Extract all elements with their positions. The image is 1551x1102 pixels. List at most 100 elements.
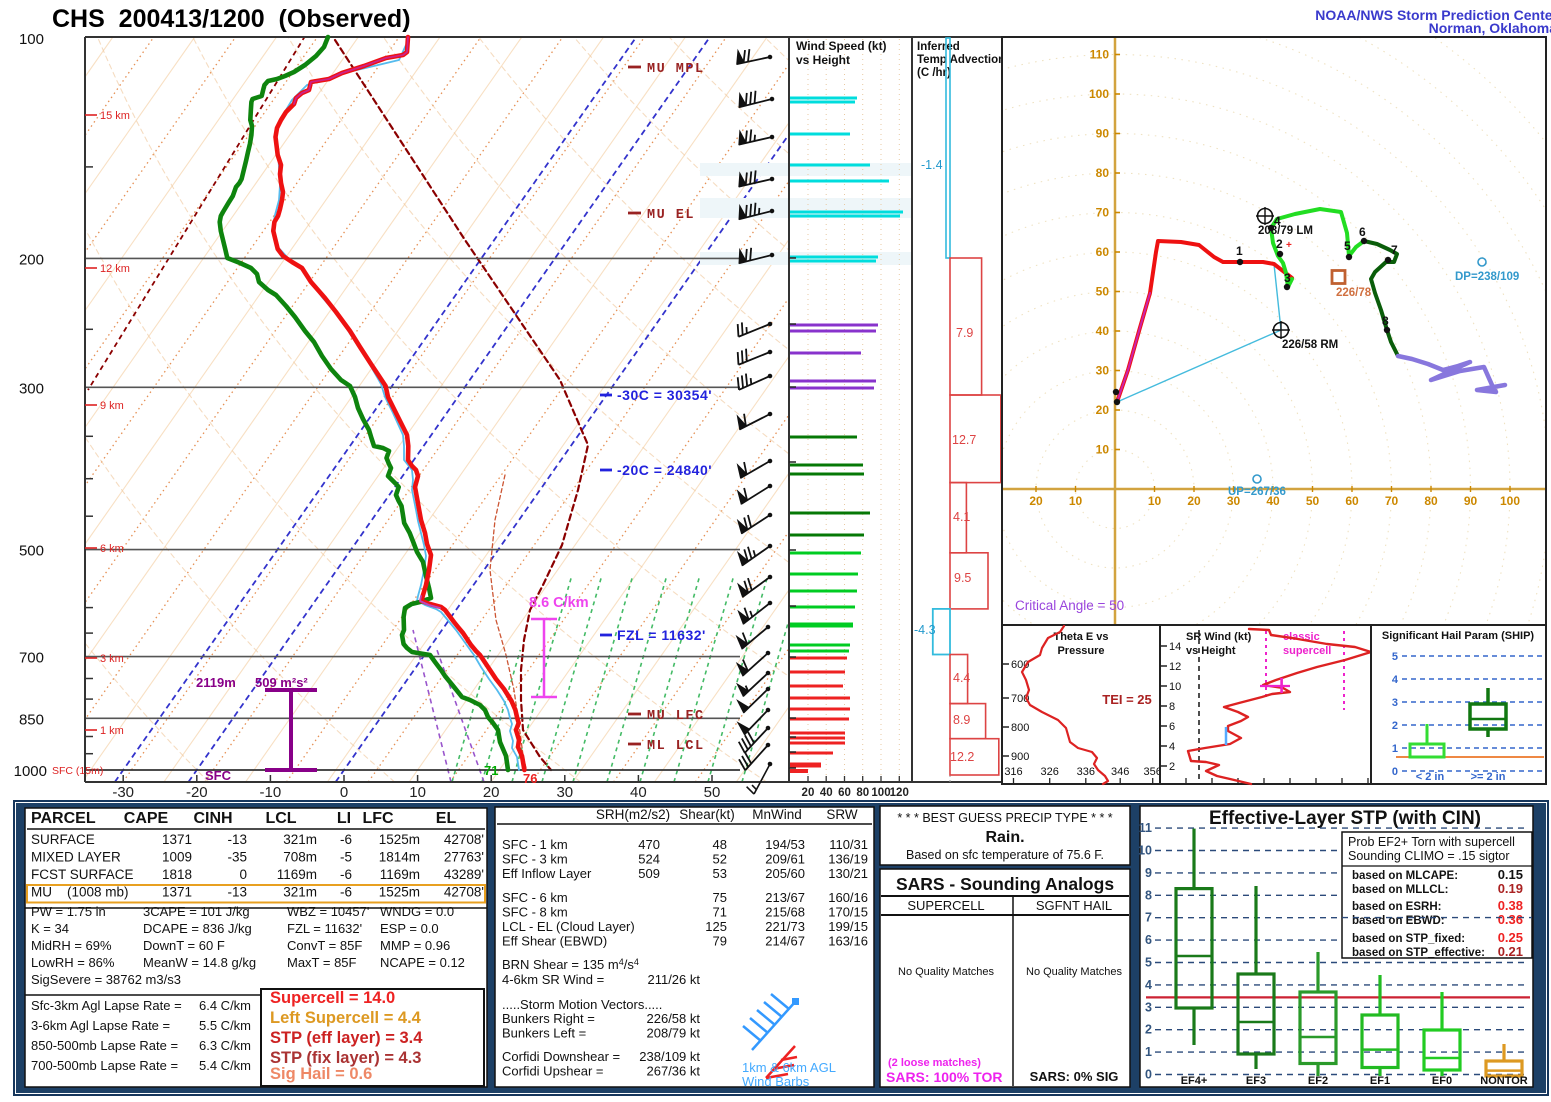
svg-text:Temp Advection: Temp Advection bbox=[917, 54, 1005, 66]
svg-text:Eff Inflow Layer: Eff Inflow Layer bbox=[502, 866, 592, 881]
svg-text:5: 5 bbox=[1344, 239, 1351, 253]
svg-text:LowRH = 86%: LowRH = 86% bbox=[31, 955, 115, 970]
svg-text:WBZ = 10457': WBZ = 10457' bbox=[287, 904, 369, 919]
svg-text:42708': 42708' bbox=[444, 832, 484, 847]
svg-text:3: 3 bbox=[1145, 1000, 1152, 1014]
svg-text:346: 346 bbox=[1111, 766, 1129, 778]
svg-text:0.15: 0.15 bbox=[1498, 867, 1523, 882]
svg-text:75: 75 bbox=[713, 890, 727, 905]
svg-text:226/58 RM: 226/58 RM bbox=[1282, 339, 1338, 351]
svg-text:NONTOR: NONTOR bbox=[1480, 1075, 1528, 1087]
svg-text:CINH: CINH bbox=[193, 810, 232, 827]
svg-text:MMP = 0.96: MMP = 0.96 bbox=[380, 938, 450, 953]
svg-text:MU LFC: MU LFC bbox=[647, 709, 705, 724]
svg-text:43289': 43289' bbox=[444, 867, 484, 882]
svg-text:48: 48 bbox=[713, 837, 727, 852]
svg-text:215/68: 215/68 bbox=[765, 905, 805, 920]
svg-text:15 km: 15 km bbox=[100, 110, 130, 122]
svg-text:90: 90 bbox=[1096, 127, 1110, 141]
svg-text:TEI = 25: TEI = 25 bbox=[1102, 692, 1152, 707]
svg-text:321m: 321m bbox=[283, 885, 317, 900]
svg-text:Left Supercell = 4.4: Left Supercell = 4.4 bbox=[270, 1009, 422, 1027]
svg-text:30: 30 bbox=[1096, 364, 1110, 378]
svg-text:1000: 1000 bbox=[14, 763, 47, 780]
svg-text:20: 20 bbox=[1187, 494, 1201, 508]
svg-text:700: 700 bbox=[19, 650, 44, 667]
svg-text:Eff Shear (EBWD): Eff Shear (EBWD) bbox=[502, 934, 607, 949]
svg-text:EF2: EF2 bbox=[1308, 1075, 1328, 1087]
svg-text:PW = 1.75 in: PW = 1.75 in bbox=[31, 904, 106, 919]
svg-text:based on STP_fixed:: based on STP_fixed: bbox=[1352, 933, 1465, 945]
svg-text:-30: -30 bbox=[112, 784, 134, 801]
svg-text:7: 7 bbox=[1391, 243, 1398, 257]
svg-text:0.38: 0.38 bbox=[1498, 898, 1523, 913]
svg-text:LFC: LFC bbox=[362, 810, 394, 827]
svg-text:226/78: 226/78 bbox=[1336, 287, 1372, 299]
svg-text:27763': 27763' bbox=[444, 850, 484, 865]
svg-text:ML LCL: ML LCL bbox=[647, 739, 705, 754]
svg-text:0.36: 0.36 bbox=[1498, 912, 1523, 927]
svg-text:5.4 C/km: 5.4 C/km bbox=[199, 1058, 251, 1073]
svg-text:Pressure: Pressure bbox=[1057, 645, 1104, 657]
svg-text:>= 2 in: >= 2 in bbox=[1471, 771, 1506, 783]
svg-text:160/16: 160/16 bbox=[828, 890, 868, 905]
svg-text:50: 50 bbox=[1096, 285, 1110, 299]
svg-text:70: 70 bbox=[1385, 494, 1399, 508]
svg-text:Supercell = 14.0: Supercell = 14.0 bbox=[270, 989, 395, 1007]
svg-text:10: 10 bbox=[1096, 443, 1110, 457]
svg-text:90: 90 bbox=[1464, 494, 1478, 508]
svg-text:SFC: SFC bbox=[205, 768, 232, 783]
svg-text:PARCEL: PARCEL bbox=[31, 810, 96, 827]
svg-text:40: 40 bbox=[630, 784, 647, 801]
svg-text:ESP = 0.0: ESP = 0.0 bbox=[380, 921, 439, 936]
svg-text:-20: -20 bbox=[186, 784, 208, 801]
svg-text:-6: -6 bbox=[340, 832, 352, 847]
svg-text:No Quality Matches: No Quality Matches bbox=[898, 966, 994, 978]
svg-text:0: 0 bbox=[1145, 1068, 1152, 1082]
svg-text:MU EL: MU EL bbox=[647, 208, 695, 223]
svg-text:LCL - EL (Cloud Layer): LCL - EL (Cloud Layer) bbox=[502, 919, 635, 934]
svg-text:5: 5 bbox=[1145, 956, 1152, 970]
svg-text:Sounding CLIMO = .15 sigtor: Sounding CLIMO = .15 sigtor bbox=[1348, 849, 1510, 863]
svg-text:336: 336 bbox=[1077, 766, 1095, 778]
svg-text:1 km: 1 km bbox=[100, 725, 124, 737]
svg-text:supercell: supercell bbox=[1283, 645, 1331, 657]
svg-text:12.2: 12.2 bbox=[950, 750, 974, 764]
svg-text:110/31: 110/31 bbox=[829, 837, 868, 852]
svg-text:DownT = 60 F: DownT = 60 F bbox=[143, 938, 225, 953]
svg-text:SUPERCELL: SUPERCELL bbox=[907, 898, 984, 913]
svg-text:170/15: 170/15 bbox=[828, 905, 868, 920]
svg-text:BRN Shear = 135 m4/s4: BRN Shear = 135 m4/s4 bbox=[502, 957, 639, 972]
svg-text:12: 12 bbox=[1169, 661, 1181, 673]
svg-text:9 km: 9 km bbox=[100, 400, 124, 412]
svg-text:3 km: 3 km bbox=[100, 653, 124, 665]
svg-text:FZL = 11632': FZL = 11632' bbox=[617, 627, 706, 643]
svg-text:238/109 kt: 238/109 kt bbox=[639, 1049, 700, 1064]
svg-text:10: 10 bbox=[409, 784, 426, 801]
svg-text:-13: -13 bbox=[227, 832, 247, 847]
svg-text:WNDG = 0.0: WNDG = 0.0 bbox=[380, 904, 454, 919]
svg-text:EL: EL bbox=[436, 810, 457, 827]
svg-text:MeanW = 14.8 g/kg: MeanW = 14.8 g/kg bbox=[143, 955, 256, 970]
svg-text:53: 53 bbox=[713, 866, 727, 881]
svg-text:based on EBWD:: based on EBWD: bbox=[1352, 915, 1445, 927]
svg-text:(2 loose matches): (2 loose matches) bbox=[888, 1057, 981, 1069]
svg-text:12 km: 12 km bbox=[100, 263, 130, 275]
svg-text:8: 8 bbox=[1382, 314, 1389, 328]
svg-text:vs Height: vs Height bbox=[796, 53, 850, 67]
svg-text:MU (1008 mb): MU (1008 mb) bbox=[31, 885, 129, 900]
svg-text:14: 14 bbox=[1169, 641, 1181, 653]
svg-text:3CAPE = 101 J/kg: 3CAPE = 101 J/kg bbox=[143, 904, 250, 919]
svg-text:SARS: 0% SIG: SARS: 0% SIG bbox=[1030, 1069, 1119, 1084]
svg-text:221/73: 221/73 bbox=[765, 919, 805, 934]
svg-text:100: 100 bbox=[19, 31, 44, 48]
svg-text:CAPE: CAPE bbox=[124, 810, 169, 827]
svg-text:10: 10 bbox=[1069, 494, 1083, 508]
svg-text:6: 6 bbox=[1169, 721, 1175, 733]
svg-text:* * * BEST GUESS PRECIP TYPE *: * * * BEST GUESS PRECIP TYPE * * * bbox=[897, 811, 1112, 825]
svg-text:SR Wind (kt): SR Wind (kt) bbox=[1186, 631, 1252, 643]
svg-text:SFC - 6 km: SFC - 6 km bbox=[502, 890, 568, 905]
svg-text:0.25: 0.25 bbox=[1498, 930, 1523, 945]
svg-text:SFC - 8 km: SFC - 8 km bbox=[502, 905, 568, 920]
svg-text:7.9: 7.9 bbox=[956, 326, 973, 340]
